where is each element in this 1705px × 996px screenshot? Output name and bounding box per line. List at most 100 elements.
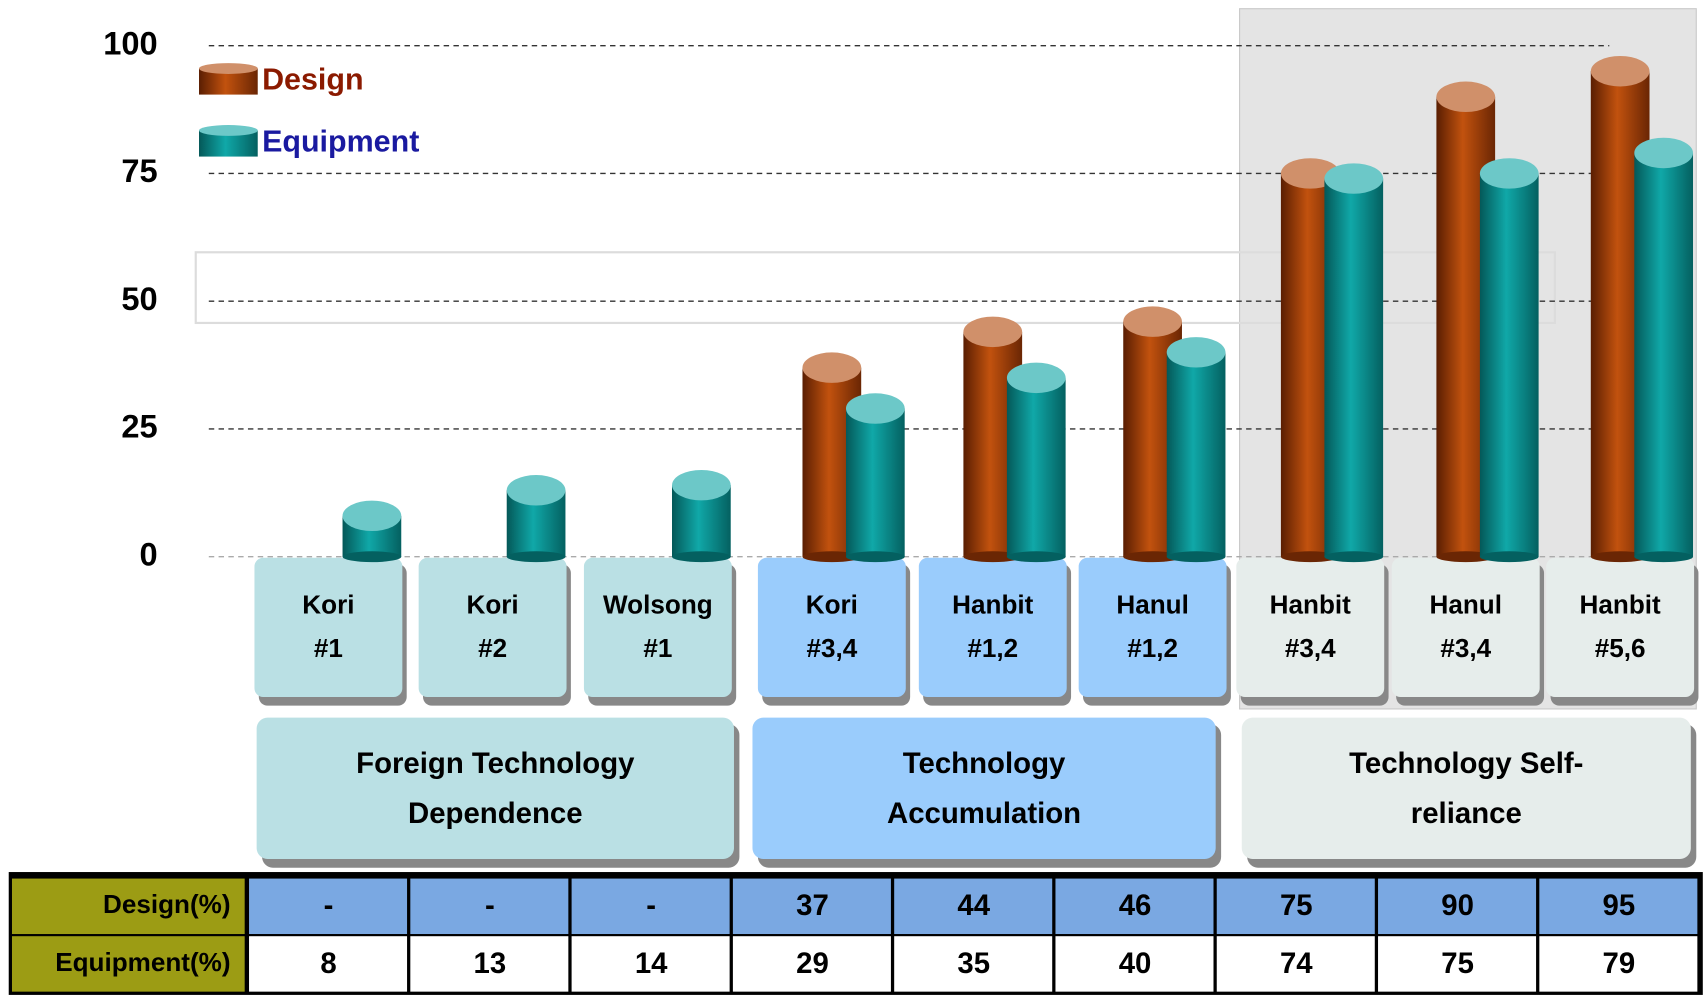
table-value: 90 bbox=[1441, 889, 1474, 922]
category-label-box: Hanbit #5,6 bbox=[1579, 590, 1661, 664]
bar-top bbox=[1123, 306, 1182, 337]
legend-label: Equipment bbox=[262, 125, 419, 159]
bar-top bbox=[1634, 137, 1694, 169]
table-cell bbox=[732, 878, 891, 935]
bar-top bbox=[1324, 163, 1384, 194]
category-label-box: Kori #1 bbox=[302, 590, 355, 664]
category-label-box: Wolsong #1 bbox=[603, 590, 713, 664]
table-value: 75 bbox=[1280, 889, 1313, 922]
bar-bottom bbox=[1634, 551, 1694, 563]
table-cell bbox=[1216, 936, 1375, 992]
table-value: 74 bbox=[1280, 947, 1313, 980]
group-label-box: Foreign Technology Dependence bbox=[356, 747, 635, 830]
group-box bbox=[752, 717, 1216, 859]
table-cell bbox=[732, 936, 891, 992]
bar bbox=[845, 408, 905, 557]
category-label-box: Hanul #3,4 bbox=[1429, 590, 1502, 664]
category-label-box: Hanbit #1,2 bbox=[952, 590, 1034, 664]
bar-top bbox=[1006, 362, 1066, 394]
legend-swatch-top bbox=[199, 63, 258, 74]
row-header: Equipment(%) bbox=[55, 947, 230, 977]
category-box bbox=[583, 557, 732, 697]
category-box bbox=[1078, 557, 1227, 697]
legend-label: Design bbox=[262, 63, 363, 97]
table-cell bbox=[410, 878, 569, 935]
group-label-box: Technology Self-reliance bbox=[1349, 747, 1584, 830]
bar-top bbox=[802, 352, 862, 383]
bar-bottom bbox=[845, 551, 905, 563]
bar-bottom bbox=[1324, 551, 1384, 563]
bar-bottom bbox=[342, 551, 402, 563]
table-value: 75 bbox=[1441, 947, 1474, 980]
bar-bottom bbox=[1479, 551, 1539, 563]
bar-top bbox=[963, 316, 1023, 348]
group-box bbox=[1241, 717, 1691, 859]
table-value: 13 bbox=[474, 947, 507, 980]
bar-bottom bbox=[1166, 551, 1226, 563]
bar-top bbox=[1436, 81, 1496, 112]
x-tick-label: Wolsong #1 bbox=[603, 590, 713, 664]
legend-swatch-top bbox=[199, 125, 258, 136]
category-box bbox=[1236, 557, 1385, 697]
table-value: 95 bbox=[1603, 889, 1636, 922]
bar-bottom bbox=[672, 551, 731, 563]
bar-top bbox=[1590, 55, 1650, 87]
band-outline bbox=[194, 251, 1557, 325]
y-tick-label: 0 bbox=[140, 535, 158, 572]
bar-top bbox=[1479, 158, 1539, 189]
group-box bbox=[256, 717, 734, 859]
category-label-box: Hanul #1,2 bbox=[1116, 590, 1188, 663]
table-value: 44 bbox=[957, 889, 990, 922]
table-cell bbox=[1539, 878, 1698, 935]
x-tick-label: Hanbit #1,2 bbox=[952, 590, 1034, 664]
bar-top bbox=[672, 469, 731, 501]
x-tick-label: Hanbit #5,6 bbox=[1579, 590, 1661, 664]
x-tick-label: Hanul #3,4 bbox=[1429, 590, 1502, 664]
table-value: - bbox=[324, 889, 334, 922]
table-value: 35 bbox=[957, 947, 990, 980]
group-label: Foreign Technology Dependence bbox=[356, 747, 635, 830]
table-cell bbox=[1055, 878, 1214, 935]
bar bbox=[1479, 173, 1539, 557]
table-value: 37 bbox=[796, 889, 829, 922]
y-tick-label: 25 bbox=[121, 408, 157, 445]
group-label: Technology Accumulation bbox=[887, 747, 1082, 830]
bar-bottom bbox=[1006, 551, 1066, 563]
table-value: 8 bbox=[320, 947, 336, 980]
category-box bbox=[418, 557, 567, 697]
x-tick-label: Hanbit #3,4 bbox=[1269, 590, 1351, 664]
y-tick-label: 50 bbox=[121, 280, 157, 317]
group-label-box: Technology Accumulation bbox=[887, 747, 1082, 830]
category-label-box: Hanbit #3,4 bbox=[1269, 590, 1351, 664]
category-box bbox=[1391, 557, 1540, 697]
table-cell bbox=[1539, 936, 1698, 992]
x-tick-label: Kori #1 bbox=[302, 590, 355, 664]
category-box bbox=[757, 557, 906, 697]
bar bbox=[1166, 352, 1226, 557]
table-cell bbox=[1216, 878, 1375, 935]
table-value: 29 bbox=[796, 947, 829, 980]
bar bbox=[1634, 152, 1694, 557]
row-header-cell bbox=[11, 936, 245, 992]
table-value: - bbox=[646, 889, 656, 922]
row-header: Design(%) bbox=[103, 889, 231, 919]
table-cell bbox=[1055, 936, 1214, 992]
table-value: - bbox=[485, 889, 495, 922]
table-cell bbox=[894, 878, 1053, 935]
table-value: 40 bbox=[1119, 947, 1152, 980]
table-cell bbox=[1378, 878, 1537, 935]
table-cell bbox=[249, 936, 408, 992]
category-box bbox=[254, 557, 403, 697]
category-label-box: Kori #3,4 bbox=[806, 590, 858, 663]
bar-bottom bbox=[506, 551, 566, 563]
category-label-box: Kori #2 bbox=[466, 590, 518, 663]
y-tick-label: 100 bbox=[103, 24, 157, 61]
table-cell bbox=[571, 878, 730, 935]
bar bbox=[1006, 377, 1066, 557]
bar-top bbox=[1166, 337, 1226, 368]
group-label: Technology Self-reliance bbox=[1349, 747, 1584, 830]
table-cell bbox=[894, 936, 1053, 992]
bar-top bbox=[342, 500, 402, 532]
